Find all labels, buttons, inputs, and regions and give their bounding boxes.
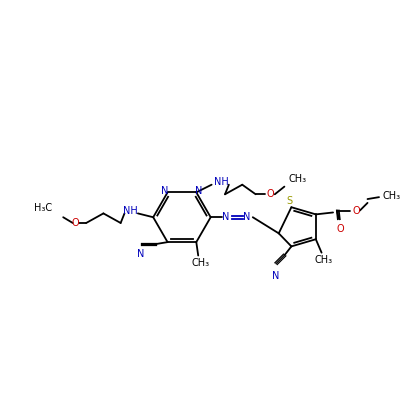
Text: O: O — [72, 218, 80, 228]
Text: N: N — [272, 271, 280, 281]
Text: N: N — [161, 186, 168, 196]
Text: CH₃: CH₃ — [383, 191, 400, 201]
Text: N: N — [196, 186, 203, 196]
Text: O: O — [337, 224, 344, 234]
Text: CH₃: CH₃ — [191, 258, 209, 268]
Text: O: O — [352, 206, 360, 216]
Text: NH: NH — [123, 206, 138, 216]
Text: O: O — [266, 189, 274, 199]
Text: CH₃: CH₃ — [314, 255, 332, 265]
Text: N: N — [243, 212, 251, 222]
Text: S: S — [286, 196, 292, 206]
Text: NH: NH — [214, 177, 228, 187]
Text: N: N — [222, 212, 230, 222]
Text: N: N — [137, 249, 144, 259]
Text: H₃C: H₃C — [34, 203, 52, 213]
Text: CH₃: CH₃ — [288, 174, 306, 184]
